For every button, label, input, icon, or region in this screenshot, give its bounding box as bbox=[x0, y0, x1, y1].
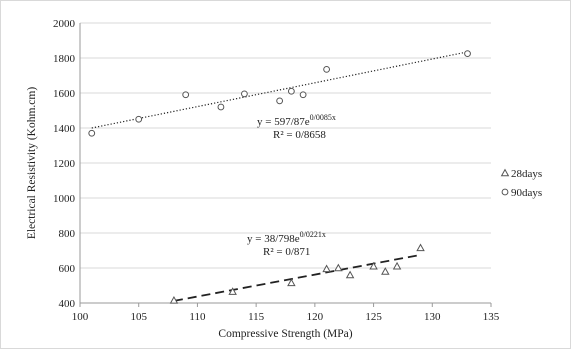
y-tick-label: 1800 bbox=[53, 53, 76, 65]
data-point-28days bbox=[416, 243, 425, 252]
scatter-chart: 100 105 110 115 120 125 130 135 400 600 800 1000 120… bbox=[26, 18, 542, 340]
data-point-90days bbox=[323, 65, 331, 73]
x-tick-label: 135 bbox=[483, 311, 500, 323]
data-points bbox=[88, 50, 471, 304]
x-tick-label: 120 bbox=[307, 311, 324, 323]
data-point-28days bbox=[169, 295, 179, 304]
labels: 100 105 110 115 120 125 130 135 400 600 800 1000 120… bbox=[26, 18, 500, 340]
data-point-28days bbox=[345, 270, 355, 279]
data-point-90days bbox=[241, 90, 248, 98]
equation-28days: y = 38/798e0/0221x bbox=[247, 230, 326, 245]
legend-label-90days: 90days bbox=[511, 187, 542, 199]
data-point-28days bbox=[369, 261, 378, 270]
legend-label-28days: 28days bbox=[511, 168, 542, 180]
y-tick-label: 800 bbox=[59, 228, 76, 240]
y-axis-title: Electrical Resistivity (Kohm.cm) bbox=[26, 87, 38, 240]
data-point-28days bbox=[392, 261, 402, 270]
trendline-28days bbox=[173, 253, 421, 302]
y-tick-label: 400 bbox=[59, 298, 76, 310]
data-point-90days bbox=[464, 50, 471, 58]
data-point-90days bbox=[287, 87, 295, 95]
trendlines bbox=[91, 51, 468, 302]
data-point-90days bbox=[276, 97, 284, 105]
data-point-28days bbox=[381, 267, 390, 275]
r-squared-28days: R² = 0/871 bbox=[263, 246, 310, 258]
legend: 28days 90days bbox=[500, 168, 542, 199]
y-tick-label: 2000 bbox=[53, 18, 76, 30]
grid-lines bbox=[80, 22, 491, 269]
x-tick-label: 105 bbox=[130, 311, 147, 323]
axes bbox=[79, 23, 492, 307]
x-tick-label: 100 bbox=[72, 311, 89, 323]
x-tick-label: 110 bbox=[189, 311, 206, 323]
y-tick-label: 1600 bbox=[53, 88, 76, 100]
x-tick-label: 125 bbox=[365, 311, 382, 323]
y-tick-label: 1200 bbox=[53, 158, 76, 170]
data-point-28days bbox=[334, 263, 343, 272]
x-axis-title: Compressive Strength (MPa) bbox=[218, 328, 352, 340]
data-point-90days bbox=[135, 115, 143, 123]
data-point-90days bbox=[182, 91, 190, 99]
data-point-90days bbox=[217, 103, 225, 111]
equation-90days: y = 597/87e0/0085x bbox=[257, 113, 336, 128]
data-point-28days bbox=[322, 264, 331, 273]
y-tick-label: 1000 bbox=[53, 193, 76, 205]
legend-marker-90days bbox=[501, 188, 509, 196]
r-squared-90days: R² = 0/8658 bbox=[273, 129, 326, 141]
y-tick-label: 600 bbox=[59, 263, 76, 275]
data-point-28days bbox=[287, 278, 296, 287]
y-tick-label: 1400 bbox=[53, 123, 76, 135]
data-point-90days bbox=[88, 129, 96, 137]
legend-marker-28days bbox=[500, 168, 510, 177]
x-tick-label: 130 bbox=[424, 311, 441, 323]
x-tick-label: 115 bbox=[248, 311, 265, 323]
data-point-28days bbox=[228, 287, 237, 295]
data-point-90days bbox=[299, 91, 307, 99]
